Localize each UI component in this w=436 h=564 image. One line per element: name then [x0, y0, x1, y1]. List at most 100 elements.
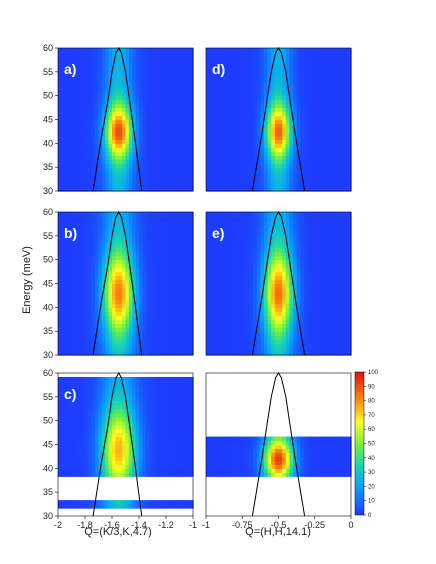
- heatmap-cell: [78, 247, 83, 253]
- heatmap-cell: [267, 71, 272, 77]
- heatmap-cell: [325, 107, 330, 113]
- heatmap-cell: [115, 255, 120, 261]
- heatmap-cell: [176, 83, 181, 89]
- heatmap-cell: [216, 259, 222, 265]
- heatmap-cell: [85, 323, 89, 328]
- heatmap-cell: [128, 99, 133, 105]
- heatmap-cell: [98, 75, 103, 81]
- heatmap-cell: [176, 143, 181, 148]
- heatmap-cell: [139, 167, 143, 172]
- heatmap-cell: [336, 63, 341, 69]
- heatmap-cell: [329, 159, 334, 164]
- heatmap-cell: [213, 111, 218, 117]
- heatmap-cell: [118, 175, 123, 180]
- heatmap-cell: [179, 179, 184, 184]
- heatmap-cell: [311, 91, 316, 97]
- heatmap-cell: [61, 55, 66, 61]
- heatmap-cell: [271, 179, 276, 184]
- heatmap-cell: [98, 51, 103, 57]
- heatmap-cell: [267, 111, 272, 117]
- heatmap-cell: [260, 87, 265, 93]
- heatmap-cell: [108, 163, 113, 168]
- heatmap-cell: [58, 63, 62, 69]
- heatmap-cell: [132, 127, 137, 133]
- heatmap-cell: [227, 279, 232, 285]
- heatmap-cell: [235, 151, 240, 156]
- heatmap-cell: [189, 95, 194, 101]
- heatmap-cell: [68, 267, 73, 273]
- heatmap-cell: [245, 63, 251, 69]
- heatmap-cell: [245, 219, 251, 225]
- heatmap-cell: [314, 55, 319, 61]
- heatmap-cell: [242, 239, 247, 245]
- heatmap-cell: [61, 299, 66, 304]
- heatmap-cell: [101, 343, 106, 348]
- heatmap-cell: [285, 127, 290, 133]
- heatmap-cell: [91, 243, 96, 249]
- heatmap-cell: [189, 147, 194, 152]
- heatmap-cell: [122, 95, 127, 101]
- heatmap-cell: [238, 307, 243, 312]
- heatmap-cell: [267, 311, 272, 316]
- heatmap-cell: [78, 243, 83, 249]
- heatmap-cell: [216, 283, 222, 289]
- heatmap-cell: [128, 167, 133, 172]
- heatmap-cell: [169, 235, 174, 241]
- heatmap-cell: [108, 251, 113, 257]
- heatmap-cell: [61, 183, 66, 188]
- heatmap-cell: [112, 95, 116, 101]
- heatmap-cell: [169, 243, 174, 249]
- heatmap-cell: [172, 83, 177, 89]
- heatmap-cell: [64, 323, 69, 328]
- heatmap-cell: [58, 175, 62, 180]
- heatmap-cell: [206, 48, 211, 53]
- heatmap-cell: [285, 67, 290, 73]
- heatmap-cell: [172, 247, 177, 253]
- heatmap-cell: [98, 331, 103, 336]
- heatmap-cell: [347, 135, 352, 140]
- heatmap-cell: [314, 183, 319, 188]
- heatmap-cell: [249, 343, 254, 348]
- heatmap-cell: [176, 107, 181, 113]
- heatmap-cell: [155, 159, 160, 164]
- heatmap-cell: [152, 251, 157, 257]
- heatmap-cell: [209, 343, 214, 348]
- heatmap-cell: [98, 107, 103, 113]
- heatmap-cell: [329, 179, 334, 184]
- heatmap-cell: [329, 107, 334, 113]
- heatmap-cell: [209, 279, 214, 285]
- heatmap-cell: [61, 212, 66, 217]
- heatmap-cell: [256, 79, 261, 85]
- heatmap-cell: [267, 95, 272, 101]
- heatmap-cell: [162, 212, 167, 217]
- heatmap-cell: [179, 147, 184, 152]
- heatmap-cell: [68, 123, 73, 129]
- heatmap-cell: [224, 107, 229, 113]
- heatmap-cell: [145, 239, 150, 245]
- heatmap-cell: [249, 271, 254, 277]
- heatmap-cell: [61, 315, 66, 320]
- heatmap-cell: [282, 163, 287, 168]
- heatmap-cell: [128, 48, 133, 53]
- heatmap-cell: [322, 55, 327, 61]
- heatmap-cell: [149, 215, 154, 221]
- heatmap-cell: [242, 87, 247, 93]
- heatmap-cell: [253, 151, 258, 156]
- heatmap-cell: [253, 83, 258, 89]
- heatmap-cell: [179, 167, 184, 172]
- heatmap-cell: [303, 155, 309, 160]
- heatmap-cell: [149, 83, 154, 89]
- heatmap-cell: [132, 187, 137, 192]
- heatmap-cell: [135, 303, 140, 308]
- heatmap-cell: [105, 91, 110, 97]
- heatmap-cell: [249, 323, 254, 328]
- heatmap-cell: [285, 48, 290, 53]
- heatmap-cell: [242, 99, 247, 105]
- heatmap-cell: [118, 303, 123, 308]
- heatmap-cell: [186, 227, 191, 233]
- heatmap-cell: [224, 99, 229, 105]
- heatmap-cell: [253, 247, 258, 253]
- heatmap-cell: [152, 235, 157, 241]
- heatmap-cell: [172, 323, 177, 328]
- heatmap-cell: [125, 119, 130, 125]
